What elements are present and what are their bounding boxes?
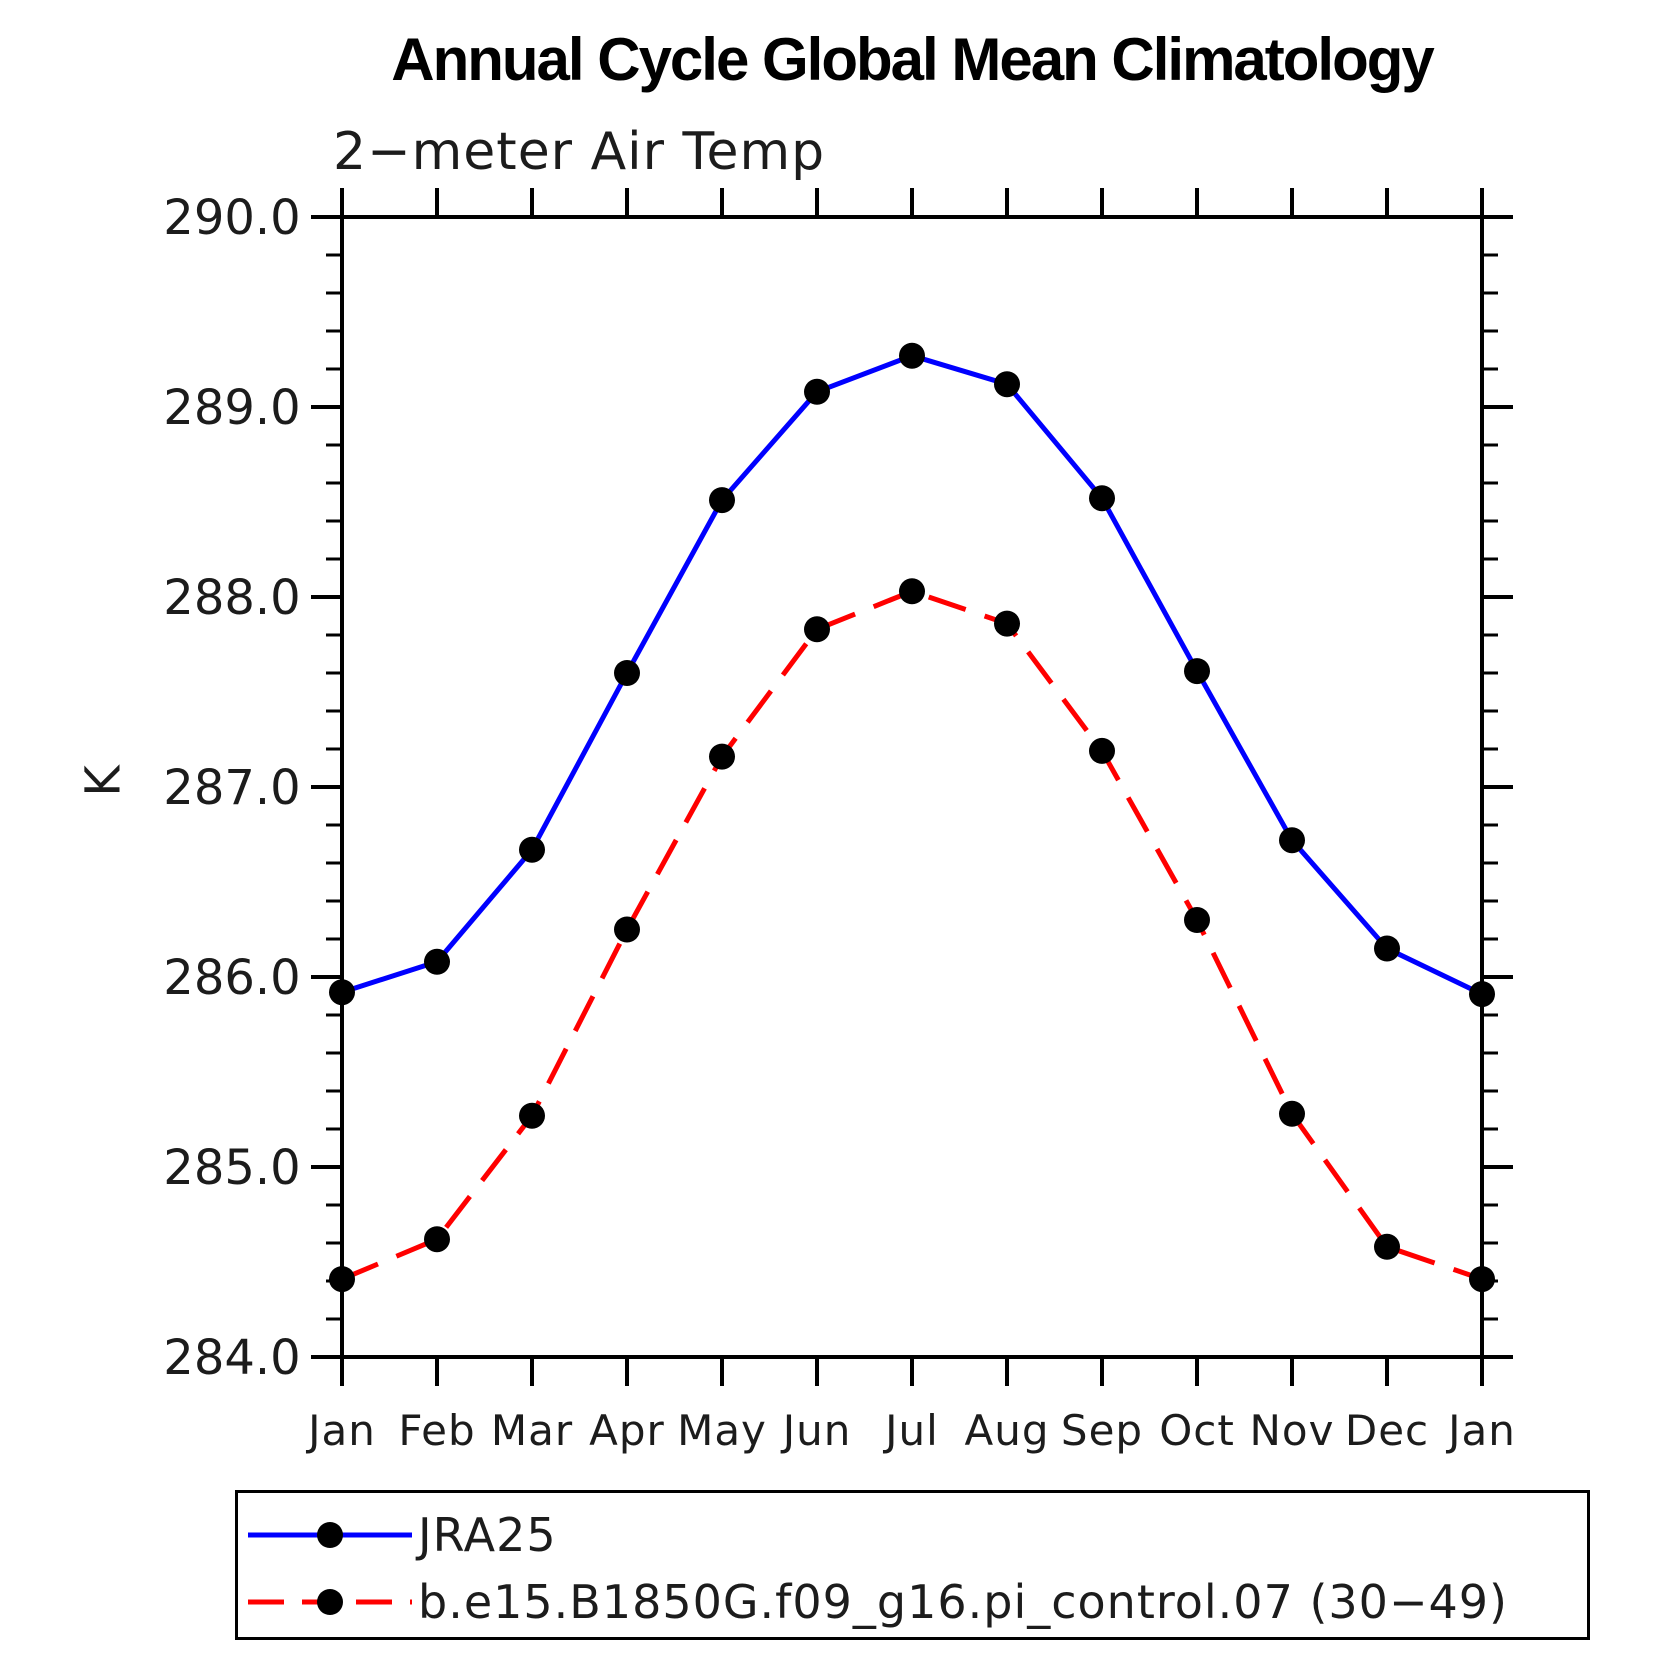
data-point-0 [804, 378, 830, 405]
x-tick-label: Apr [589, 1406, 665, 1455]
x-tick-label: Nov [1250, 1406, 1335, 1455]
legend-entry-jra25: JRA25 [244, 1501, 1587, 1568]
data-point-1 [424, 1226, 450, 1253]
data-point-0 [994, 371, 1020, 398]
x-tick-label: Oct [1159, 1406, 1235, 1455]
y-tick-label: 288.0 [163, 570, 300, 626]
x-tick-label: Dec [1345, 1406, 1429, 1455]
legend-dashed-line-icon [248, 1588, 412, 1615]
x-tick-label: Feb [398, 1406, 475, 1455]
x-tick-label: Jan [305, 1406, 376, 1455]
data-point-0 [1469, 981, 1495, 1008]
data-point-1 [994, 610, 1020, 637]
x-tick-label: May [677, 1406, 767, 1455]
y-tick-label: 285.0 [163, 1140, 300, 1196]
data-point-0 [329, 979, 355, 1006]
plot-frame [340, 215, 1484, 1359]
data-point-0 [1184, 658, 1210, 685]
legend-label-jra25: JRA25 [418, 1507, 557, 1562]
legend-label-model: b.e15.B1850G.f09_g16.pi_control.07 (30−4… [418, 1574, 1508, 1629]
data-point-0 [1279, 827, 1305, 854]
data-point-1 [899, 578, 925, 605]
x-tick-label: Jan [1445, 1406, 1516, 1455]
data-point-1 [614, 916, 640, 943]
data-point-1 [1469, 1266, 1495, 1293]
data-point-1 [804, 616, 830, 643]
chart-title: Annual Cycle Global Mean Climatology [391, 26, 1435, 93]
y-tick-label: 286.0 [163, 950, 300, 1006]
data-point-1 [1279, 1100, 1305, 1127]
data-point-1 [1089, 737, 1115, 764]
data-point-0 [424, 948, 450, 975]
data-point-1 [1184, 907, 1210, 933]
data-point-1 [329, 1266, 355, 1293]
chart-subtitle: 2−meter Air Temp [333, 122, 826, 182]
legend-solid-line-icon [248, 1521, 412, 1548]
series-line-1 [341, 588, 1483, 1282]
legend-box: JRA25 b.e15.B1850G.f09_g16.pi_control.07… [235, 1490, 1590, 1640]
x-tick-label: Mar [491, 1406, 573, 1455]
data-point-0 [899, 342, 925, 369]
y-tick-label: 284.0 [163, 1330, 300, 1386]
x-tick-label: Aug [964, 1406, 1049, 1455]
data-point-1 [519, 1102, 545, 1129]
x-tick-label: Sep [1061, 1406, 1143, 1455]
x-tick-label: Jul [882, 1406, 939, 1455]
data-point-1 [1374, 1233, 1400, 1260]
data-point-0 [1374, 935, 1400, 962]
y-tick-label: 290.0 [163, 190, 300, 246]
x-tick-label: Jun [780, 1406, 852, 1455]
y-tick-label: 289.0 [163, 380, 300, 436]
data-point-0 [709, 487, 735, 514]
data-point-0 [1089, 485, 1115, 512]
data-point-1 [709, 743, 735, 770]
series-line-0 [341, 353, 1484, 997]
y-tick-label: 287.0 [163, 760, 300, 816]
data-point-0 [519, 836, 545, 863]
legend-entry-model: b.e15.B1850G.f09_g16.pi_control.07 (30−4… [244, 1568, 1587, 1635]
data-point-0 [614, 660, 640, 686]
